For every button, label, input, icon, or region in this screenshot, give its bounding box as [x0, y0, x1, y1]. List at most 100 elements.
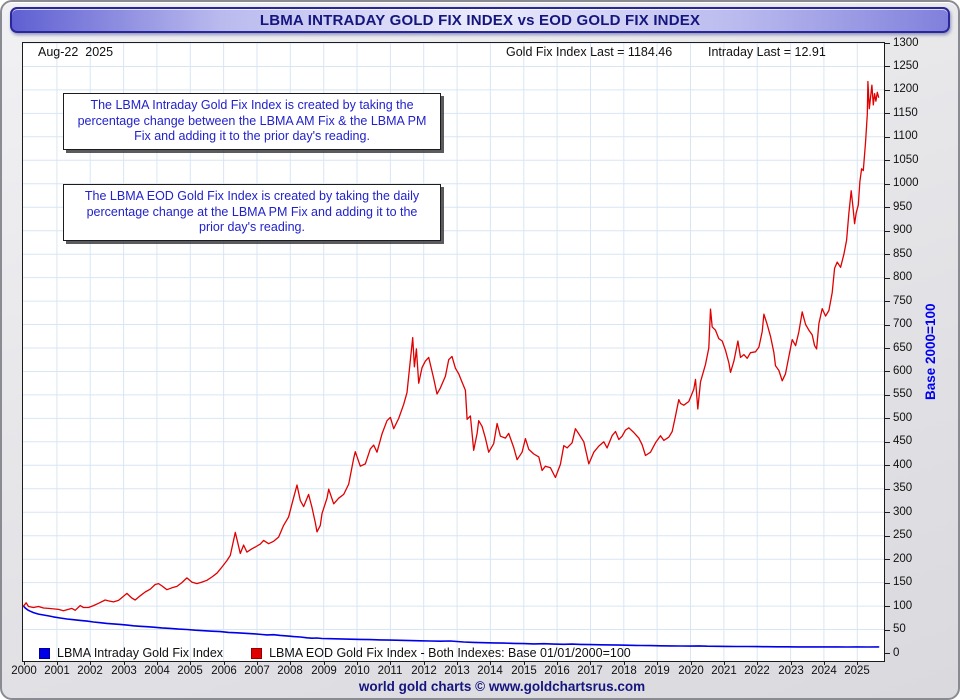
y-tick-mark [885, 325, 890, 326]
y-tick-mark [885, 137, 890, 138]
x-tick-label: 2020 [678, 665, 704, 677]
y-tick-label: 100 [893, 600, 913, 612]
x-tick-label: 2024 [811, 665, 837, 677]
footer-credit: world gold charts © www.goldchartsrus.co… [358, 679, 646, 694]
x-tick-mark [824, 661, 825, 665]
y-tick-label: 400 [893, 459, 913, 471]
x-tick-mark [290, 661, 291, 665]
x-tick-label: 2015 [511, 665, 537, 677]
x-tick-label: 2016 [544, 665, 570, 677]
y-tick-label: 50 [893, 623, 906, 635]
x-tick-label: 2009 [311, 665, 337, 677]
legend: LBMA Intraday Gold Fix Index LBMA EOD Go… [39, 646, 631, 660]
x-tick-label: 2017 [577, 665, 603, 677]
intraday-last-value: Intraday Last = 12.91 [708, 45, 826, 59]
y-tick-mark [885, 512, 890, 513]
y-tick-label: 700 [893, 318, 913, 330]
y-tick-mark [885, 301, 890, 302]
x-tick-mark [324, 661, 325, 665]
x-tick-mark [791, 661, 792, 665]
x-tick-mark [457, 661, 458, 665]
y-tick-label: 350 [893, 482, 913, 494]
y-tick-mark [885, 418, 890, 419]
x-tick-mark [657, 661, 658, 665]
y-tick-label: 750 [893, 295, 913, 307]
y-tick-mark [885, 207, 890, 208]
x-tick-label: 2003 [111, 665, 137, 677]
y-tick-label: 450 [893, 435, 913, 447]
y-tick-mark [885, 113, 890, 114]
y-tick-mark [885, 160, 890, 161]
y-tick-mark [885, 66, 890, 67]
intraday-annotation-box: The LBMA Intraday Gold Fix Index is crea… [63, 93, 441, 150]
date-label: Aug-22 2025 [38, 45, 114, 59]
y-tick-label: 900 [893, 224, 913, 236]
y-tick-label: 300 [893, 506, 913, 518]
x-tick-label: 2025 [844, 665, 870, 677]
y-tick-mark [885, 536, 890, 537]
x-tick-mark [757, 661, 758, 665]
x-tick-mark [724, 661, 725, 665]
x-tick-label: 2007 [244, 665, 270, 677]
right-axis-title: Base 2000=100 [923, 303, 938, 401]
x-tick-mark [524, 661, 525, 665]
y-tick-mark [885, 395, 890, 396]
y-tick-mark [885, 231, 890, 232]
intraday-legend-swatch [39, 647, 50, 659]
legend-label-intraday: LBMA Intraday Gold Fix Index [57, 646, 224, 660]
x-tick-mark [357, 661, 358, 665]
y-tick-mark [885, 630, 890, 631]
y-tick-mark [885, 559, 890, 560]
x-tick-mark [691, 661, 692, 665]
x-tick-label: 2000 [11, 665, 37, 677]
legend-label-eod: LBMA EOD Gold Fix Index - Both Indexes: … [269, 646, 631, 660]
y-tick-label: 500 [893, 412, 913, 424]
x-tick-label: 2018 [611, 665, 637, 677]
x-tick-label: 2004 [144, 665, 170, 677]
x-tick-label: 2012 [411, 665, 437, 677]
x-tick-mark [490, 661, 491, 665]
y-tick-label: 0 [893, 647, 900, 659]
y-tick-label: 1150 [893, 107, 918, 119]
y-tick-mark [885, 254, 890, 255]
y-tick-mark [885, 90, 890, 91]
y-tick-label: 950 [893, 201, 913, 213]
x-tick-mark [224, 661, 225, 665]
y-tick-mark [885, 43, 890, 44]
x-tick-label: 2005 [177, 665, 203, 677]
x-tick-mark [157, 661, 158, 665]
x-tick-label: 2010 [344, 665, 370, 677]
y-tick-label: 200 [893, 553, 913, 565]
x-tick-label: 2008 [277, 665, 303, 677]
x-tick-mark [424, 661, 425, 665]
y-tick-mark [885, 348, 890, 349]
x-tick-mark [190, 661, 191, 665]
title-bar: LBMA INTRADAY GOLD FIX INDEX vs EOD GOLD… [10, 7, 950, 33]
y-tick-mark [885, 583, 890, 584]
chart-canvas [23, 43, 884, 661]
page-title: LBMA INTRADAY GOLD FIX INDEX vs EOD GOLD… [259, 11, 701, 29]
gold-fix-last-value: Gold Fix Index Last = 1184.46 [506, 45, 673, 59]
x-tick-label: 2023 [778, 665, 804, 677]
y-tick-mark [885, 278, 890, 279]
x-tick-label: 2014 [477, 665, 503, 677]
y-tick-label: 150 [893, 576, 913, 588]
y-tick-mark [885, 465, 890, 466]
y-tick-mark [885, 606, 890, 607]
x-tick-label: 2019 [644, 665, 670, 677]
x-tick-label: 2021 [711, 665, 737, 677]
plot-area: Aug-22 2025 Gold Fix Index Last = 1184.4… [22, 42, 885, 662]
y-tick-label: 600 [893, 365, 913, 377]
y-tick-label: 1100 [893, 130, 918, 142]
x-tick-mark [257, 661, 258, 665]
x-tick-mark [57, 661, 58, 665]
y-tick-mark [885, 653, 890, 654]
y-tick-label: 1300 [893, 37, 919, 49]
y-tick-label: 1050 [893, 154, 919, 166]
y-tick-label: 850 [893, 248, 913, 260]
legend-item-intraday: LBMA Intraday Gold Fix Index [39, 646, 223, 660]
x-tick-mark [124, 661, 125, 665]
y-tick-label: 250 [893, 529, 913, 541]
x-tick-label: 2022 [744, 665, 770, 677]
y-tick-label: 550 [893, 388, 913, 400]
